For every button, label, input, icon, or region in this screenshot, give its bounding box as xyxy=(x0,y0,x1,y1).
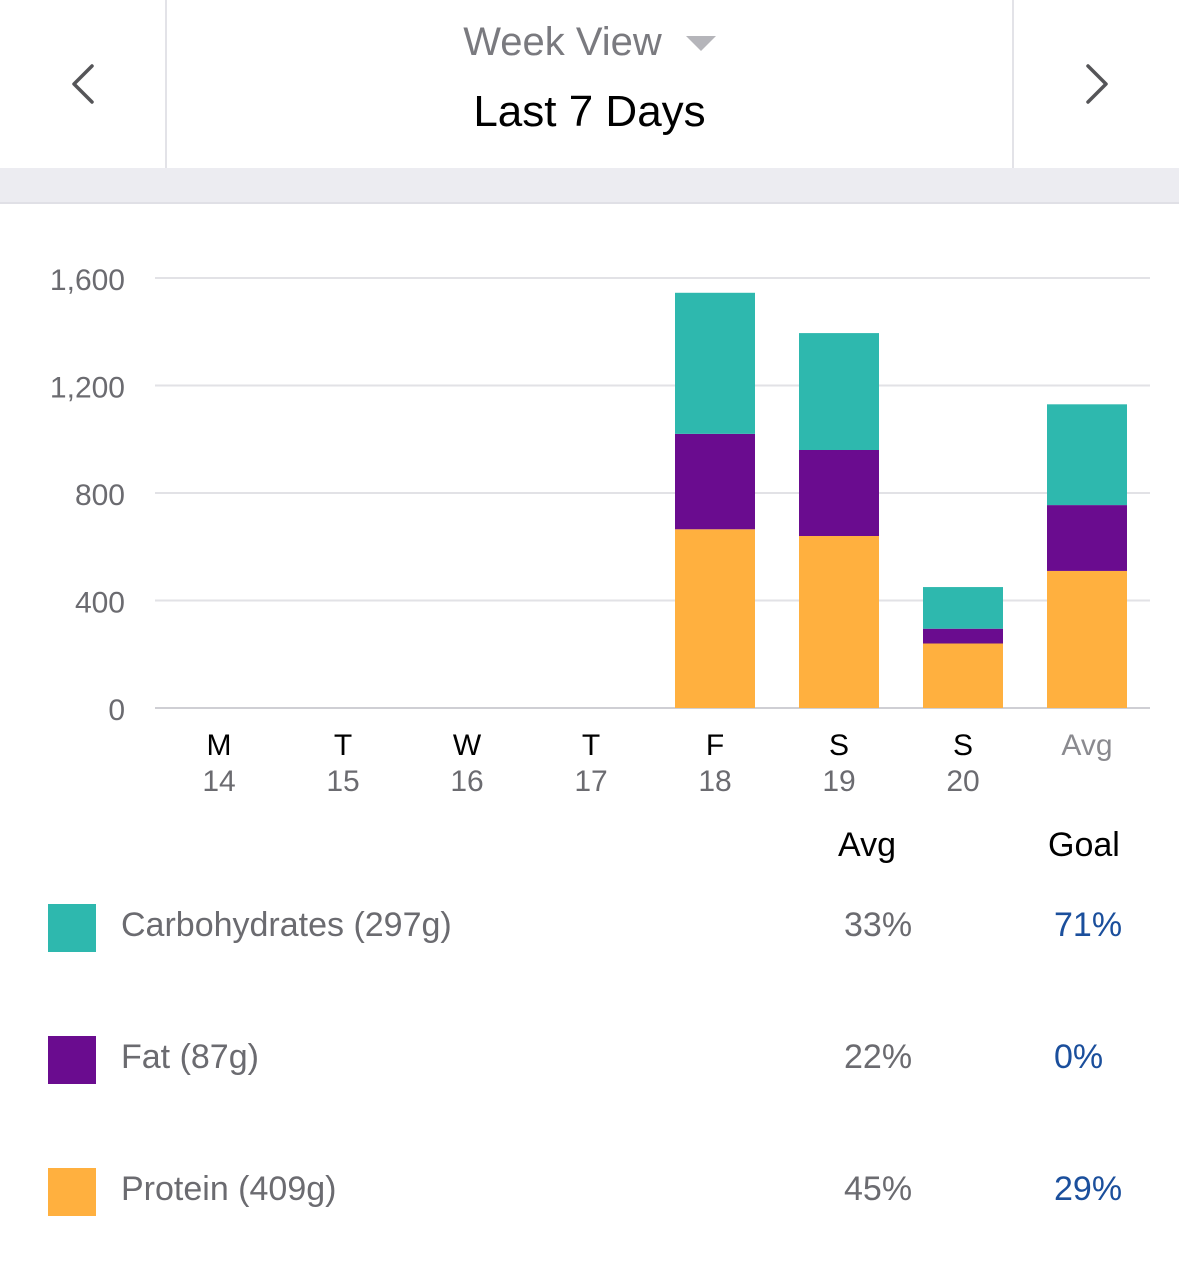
legend-item: Protein (409g) 45% 29% xyxy=(0,1162,1179,1222)
x-tick-date: 16 xyxy=(450,765,483,798)
bar-segment-carbohydrates xyxy=(923,587,1003,629)
y-tick-label: 1,600 xyxy=(50,264,125,297)
legend-swatch xyxy=(48,904,96,952)
legend-goal-value: 71% xyxy=(1054,906,1123,944)
avg-column-header: Avg xyxy=(838,826,896,864)
bar-segment-fat xyxy=(923,628,1003,644)
chevron-right-icon xyxy=(1085,64,1108,104)
bar-segment-carbohydrates xyxy=(675,292,755,434)
legend-goal-value: 0% xyxy=(1054,1038,1104,1076)
x-tick-day: W xyxy=(453,729,482,762)
x-tick-day: S xyxy=(953,729,973,762)
bar-segment-protein xyxy=(675,529,755,708)
caret-down-icon xyxy=(685,36,716,51)
legend-swatch xyxy=(48,1036,96,1084)
bar-segment-fat xyxy=(1047,505,1127,571)
period-title: Last 7 Days xyxy=(473,87,706,136)
x-tick-day: S xyxy=(829,729,849,762)
goal-column-header: Goal xyxy=(1048,826,1120,864)
bar-segment-protein xyxy=(923,643,1003,708)
legend-swatch xyxy=(48,1168,96,1216)
header: Week View Last 7 Days xyxy=(0,0,1179,168)
bar-segment-protein xyxy=(1047,570,1127,708)
legend-goal-value: 29% xyxy=(1054,1170,1123,1208)
y-tick-label: 0 xyxy=(108,694,125,727)
bar-segment-carbohydrates xyxy=(799,333,879,450)
x-tick-day: F xyxy=(706,729,724,762)
legend-avg-value: 33% xyxy=(844,906,913,944)
x-tick-date: 15 xyxy=(326,765,359,798)
bar-segment-protein xyxy=(799,536,879,708)
legend-avg-value: 45% xyxy=(844,1170,913,1208)
x-tick-date: 19 xyxy=(822,765,855,798)
x-tick-date: 18 xyxy=(698,765,731,798)
y-tick-label: 400 xyxy=(75,587,125,620)
x-tick-date: 14 xyxy=(202,765,235,798)
next-period-button[interactable] xyxy=(1012,0,1179,168)
x-tick-day: T xyxy=(334,729,352,762)
legend-label: Carbohydrates (297g) xyxy=(121,906,452,944)
x-tick-day: T xyxy=(582,729,600,762)
legend-avg-value: 22% xyxy=(844,1038,913,1076)
legend-item: Carbohydrates (297g) 33% 71% xyxy=(0,898,1179,958)
view-selector-label: Week View xyxy=(463,19,662,64)
section-separator xyxy=(0,168,1179,204)
previous-period-button[interactable] xyxy=(0,0,167,168)
x-tick-date: 17 xyxy=(574,765,607,798)
x-tick-date: 20 xyxy=(946,765,979,798)
legend-label: Fat (87g) xyxy=(121,1038,259,1076)
legend-item: Fat (87g) 22% 0% xyxy=(0,1030,1179,1090)
view-selector-dropdown[interactable]: Week View xyxy=(167,12,1012,72)
x-tick-day: M xyxy=(207,729,232,762)
bar-segment-carbohydrates xyxy=(1047,404,1127,506)
macronutrient-chart: 04008001,2001,600M14T15W16T17F18S19S20Av… xyxy=(50,264,1150,798)
chevron-left-icon xyxy=(71,64,94,104)
bar-segment-fat xyxy=(675,433,755,530)
legend-label: Protein (409g) xyxy=(121,1170,337,1208)
y-tick-label: 800 xyxy=(75,479,125,512)
y-tick-label: 1,200 xyxy=(50,372,125,405)
bar-segment-fat xyxy=(799,450,879,536)
x-tick-day: Avg xyxy=(1061,729,1112,762)
